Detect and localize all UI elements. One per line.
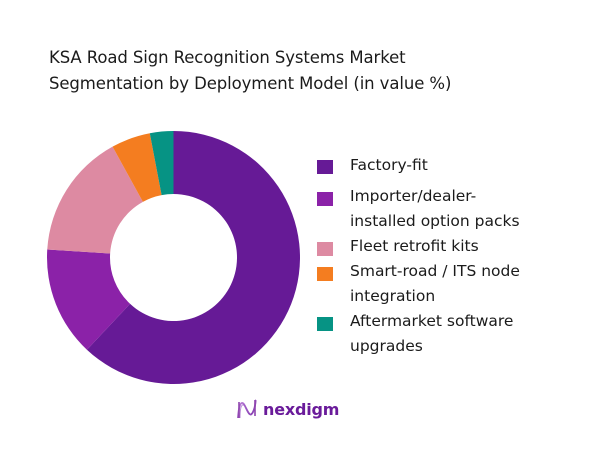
nexdigm-wave-logo-icon <box>237 399 257 419</box>
donut-segment-smart-road-its-node-integration <box>112 133 162 202</box>
donut-segment-importer-dealer-installed-option-packs <box>47 249 131 350</box>
chart-title: KSA Road Sign Recognition Systems Market… <box>49 45 589 97</box>
legend-label-line: Fleet retrofit kits <box>350 237 479 255</box>
chart-title-line-2: Segmentation by Deployment Model (in val… <box>49 74 452 93</box>
donut-segment-factory-fit <box>86 131 300 385</box>
legend-swatch <box>317 160 333 174</box>
legend-swatch <box>317 242 333 256</box>
legend-label: Importer/dealer-installed option packs <box>350 184 520 233</box>
donut-segment-fleet-retrofit-kits <box>47 146 143 254</box>
legend-label-line: Factory-fit <box>350 156 428 174</box>
donut-segment-aftermarket-software-upgrades <box>149 131 174 196</box>
chart-title-line-1: KSA Road Sign Recognition Systems Market <box>49 48 406 67</box>
legend-label-line: Importer/dealer- <box>350 187 477 205</box>
legend-label-line: Aftermarket software <box>350 312 514 330</box>
logo-text: nexdigm <box>263 399 340 419</box>
legend-label-line: upgrades <box>350 336 423 355</box>
legend-label-line: integration <box>350 286 436 305</box>
legend-label: Aftermarket software upgrades <box>350 309 513 358</box>
legend-label: Fleet retrofit kits <box>350 234 479 259</box>
legend-label: Factory-fit <box>350 153 428 178</box>
donut-segments <box>47 131 300 385</box>
legend-label: Smart-road / ITS node integration <box>350 259 520 308</box>
legend-label-line: Smart-road / ITS node <box>350 262 520 280</box>
legend-label-line: installed option packs <box>350 211 520 230</box>
legend-swatch <box>317 317 333 331</box>
nexdigm-logo: nexdigm <box>236 397 339 421</box>
legend-swatch <box>317 192 333 206</box>
legend-swatch <box>317 267 333 281</box>
